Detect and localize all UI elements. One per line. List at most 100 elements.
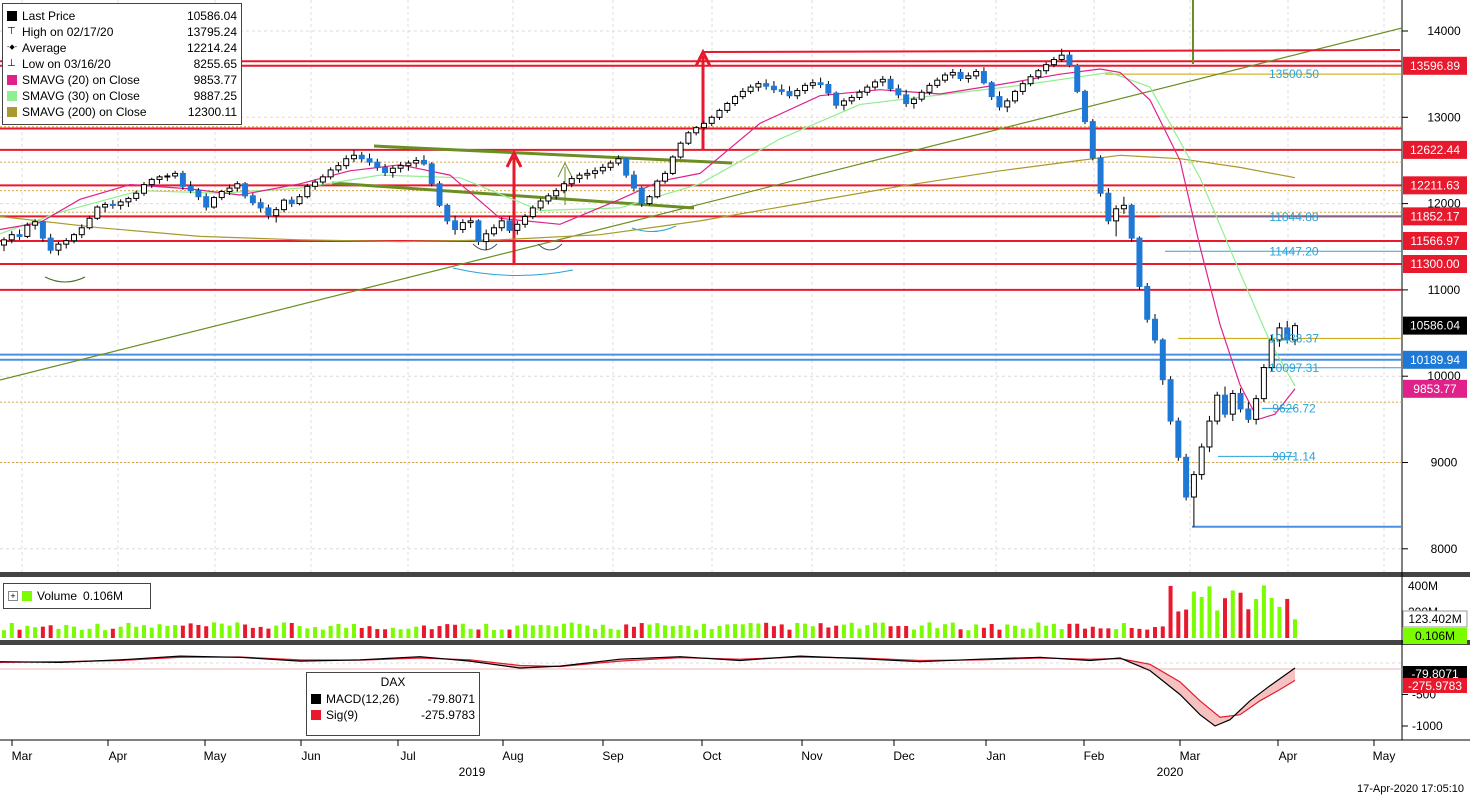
- volume-bar: [919, 625, 924, 638]
- volume-bar: [904, 626, 909, 638]
- candlesticks: [1, 48, 1298, 527]
- candle-body: [646, 196, 653, 205]
- target-line: [702, 49, 1401, 53]
- x-month-label: Jun: [301, 749, 320, 763]
- volume-bar: [437, 626, 442, 638]
- candle-body: [94, 206, 101, 219]
- volume-bar: [375, 629, 380, 638]
- candle-body: [802, 84, 809, 92]
- candle-body: [374, 161, 381, 168]
- volume-bar: [1114, 629, 1119, 638]
- candle-body: [335, 165, 342, 171]
- volume-bar: [336, 624, 341, 638]
- volume-bar: [289, 622, 294, 638]
- volume-bar: [414, 626, 419, 638]
- candle-body: [234, 183, 241, 189]
- candle-body: [475, 220, 482, 243]
- volume-bar: [188, 623, 193, 638]
- legend-row: Last Price 10586.04: [3, 8, 241, 24]
- candle-body: [195, 190, 202, 198]
- candle-body: [685, 132, 692, 144]
- legend-marker-icon: ⊤: [7, 26, 16, 37]
- volume-bar: [1028, 628, 1033, 638]
- candle-body: [249, 195, 256, 204]
- candle-body: [1, 239, 7, 246]
- candle-body: [879, 78, 886, 83]
- volume-swatch: [22, 591, 32, 601]
- volume-bar: [1083, 628, 1088, 638]
- candle-body: [164, 175, 171, 178]
- x-month-label: Aug: [502, 749, 523, 763]
- time-axis: Mar Apr May Jun Jul Aug Sep Oct Nov Dec Jan Feb Mar A…: [11, 740, 1396, 779]
- candle-body: [1027, 76, 1034, 85]
- candle-body: [125, 197, 132, 203]
- volume-bar: [1090, 626, 1095, 638]
- value-tag-bg: [1403, 56, 1467, 75]
- candle-body: [483, 233, 490, 243]
- legend-value: 9887.25: [193, 89, 237, 103]
- candle-body: [389, 167, 396, 174]
- signal-line: [0, 656, 1296, 718]
- volume-bar: [320, 629, 325, 638]
- legend-value: 13795.24: [186, 25, 237, 39]
- candle-body: [366, 158, 373, 163]
- volume-bar: [966, 630, 971, 638]
- x-month-label: Apr: [109, 749, 128, 763]
- candle-body: [560, 183, 567, 192]
- level-label: 11447.20: [1269, 244, 1318, 258]
- candle-body: [187, 185, 194, 192]
- macd-title: DAX: [380, 675, 406, 689]
- candle-body: [615, 158, 622, 164]
- volume-bar: [398, 629, 403, 638]
- candle-body: [1175, 420, 1182, 458]
- volume-bar: [569, 622, 574, 638]
- volume-bar: [2, 630, 6, 638]
- candle-body: [1120, 204, 1127, 210]
- volume-bar: [1285, 598, 1290, 638]
- value-tag-bg: [1403, 231, 1467, 250]
- volume-bar: [196, 624, 201, 638]
- legend-label: Average: [22, 41, 67, 55]
- volume-bar: [709, 629, 714, 638]
- legend-row: ⊤ High on 02/17/20 13795.24: [3, 24, 241, 40]
- volume-bar: [95, 623, 100, 638]
- volume-bar: [87, 628, 92, 638]
- expand-icon[interactable]: +: [8, 591, 18, 601]
- volume-bar: [1129, 628, 1134, 638]
- volume-bar: [935, 628, 940, 638]
- volume-bar: [110, 628, 115, 638]
- volume-bar: [1207, 586, 1212, 638]
- volume-bar: [725, 624, 730, 638]
- panel-divider[interactable]: [0, 640, 1470, 645]
- volume-bar: [950, 622, 955, 638]
- level-label: 13500.50: [1269, 67, 1319, 81]
- volume-bar: [383, 629, 388, 638]
- x-month-label: May: [1373, 749, 1396, 763]
- legend-label: SMAVG (20) on Close: [22, 73, 140, 87]
- legend-label: SMAVG (200) on Close: [22, 105, 147, 119]
- y-tick-label: 13000: [1427, 110, 1461, 124]
- volume-bar: [406, 628, 411, 638]
- candle-body: [490, 227, 497, 235]
- volume-bar: [219, 623, 224, 638]
- value-tag-bg: [1403, 176, 1467, 195]
- candle-body: [1292, 325, 1298, 341]
- level-labels: 13500.50 11844.88 11447.20 10438.37 10097.31…: [1269, 67, 1319, 463]
- candle-body: [102, 203, 109, 208]
- volume-bar: [1044, 625, 1049, 638]
- candle-body: [553, 190, 560, 197]
- volume-bar: [266, 628, 271, 638]
- candle-body: [397, 165, 404, 169]
- candle-body: [312, 181, 319, 187]
- volume-bar: [981, 627, 986, 638]
- volume-bar: [655, 623, 660, 638]
- candle-body: [452, 220, 459, 230]
- candle-body: [467, 220, 474, 224]
- macd-label: Sig(9): [326, 708, 359, 722]
- volume-bar: [25, 625, 30, 638]
- candle-body: [770, 85, 777, 91]
- volume-bar: [103, 630, 108, 638]
- candle-body: [109, 203, 116, 206]
- panel-divider[interactable]: [0, 572, 1470, 577]
- candle-body: [172, 172, 179, 177]
